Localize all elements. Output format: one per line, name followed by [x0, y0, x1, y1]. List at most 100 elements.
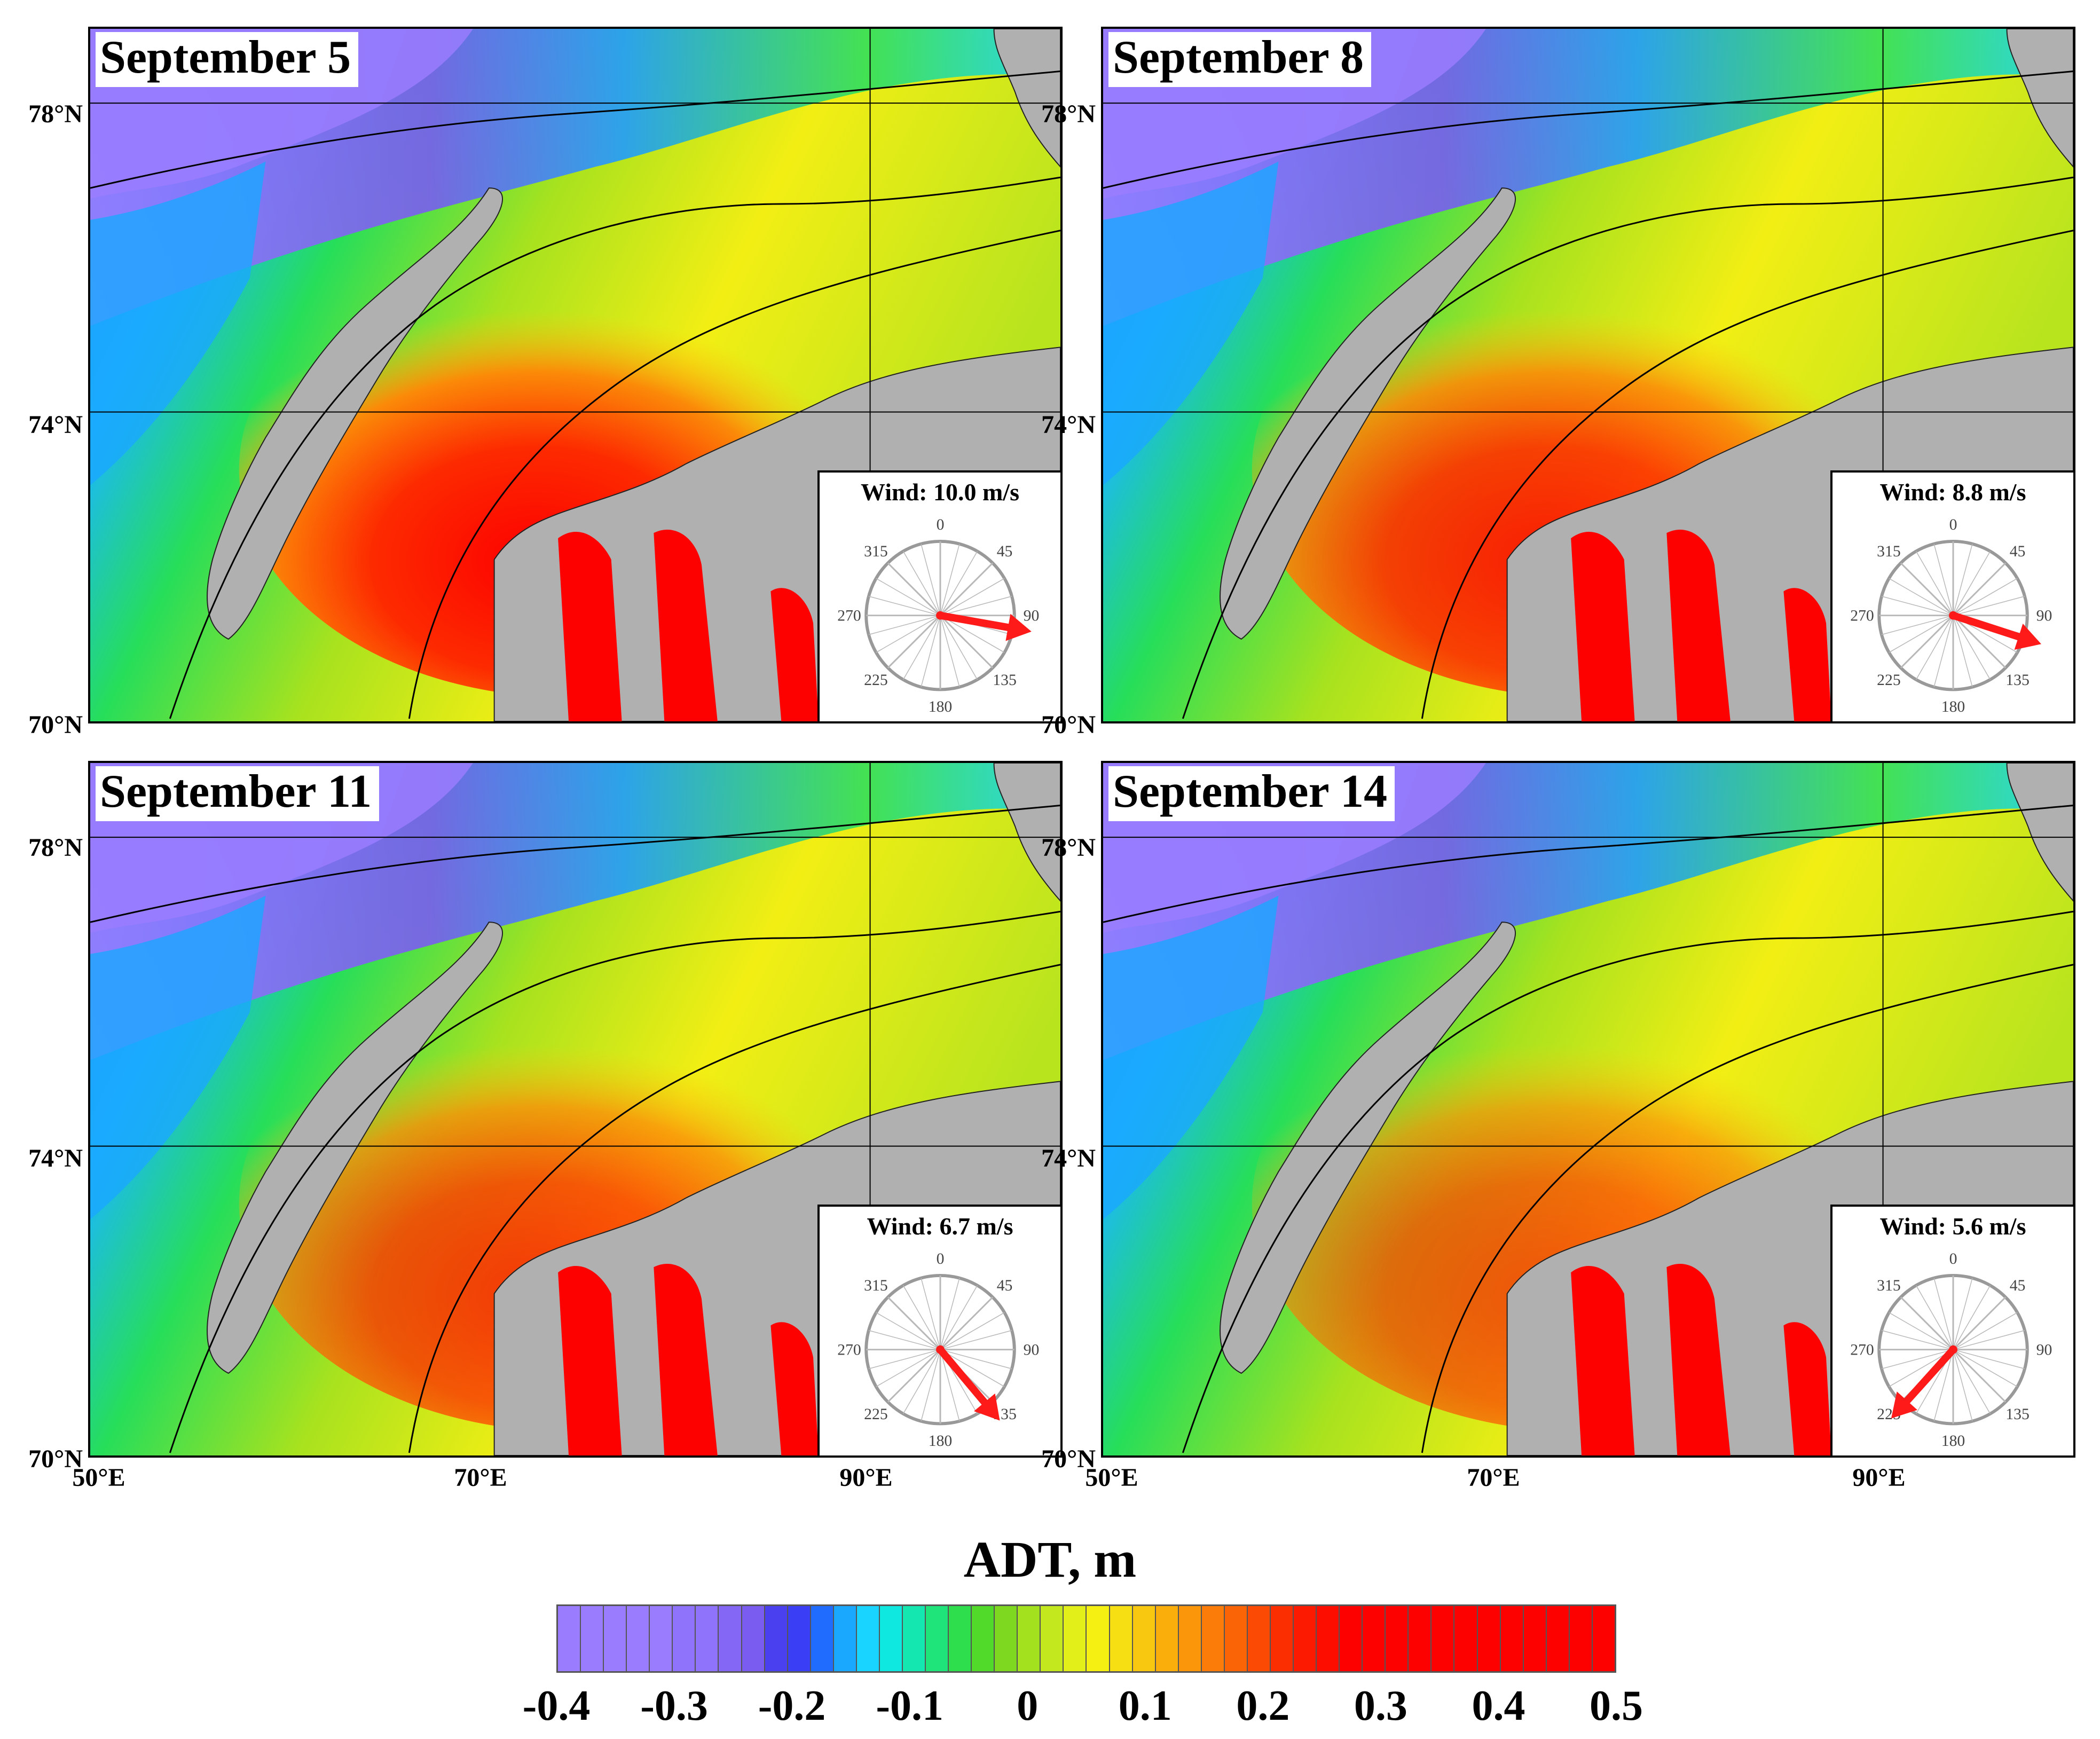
- lat-label-70-bottom-right: 70°N: [1041, 1445, 1096, 1473]
- colorbar-swatch: [995, 1606, 1018, 1671]
- lat-label-70-bottom-left: 70°N: [28, 1445, 83, 1473]
- lat-label-70-top-right: 70°N: [1041, 711, 1096, 739]
- compass-label-315: 315: [1877, 543, 1901, 560]
- colorbar-swatch: [902, 1606, 926, 1671]
- map-panel-sep8: September 8 Wind: 8.8 m/s 0 45 90 135 180 225 27…: [1101, 27, 2075, 723]
- colorbar-swatch: [1500, 1606, 1524, 1671]
- colorbar-title: ADT, m: [963, 1531, 1137, 1588]
- wind-arrow-head: [1891, 1391, 1917, 1419]
- compass-label-225: 225: [864, 672, 888, 689]
- colorbar-swatch: [1132, 1606, 1156, 1671]
- compass-label-45: 45: [2010, 1277, 2026, 1294]
- colorbar-tick-label: -0.1: [876, 1682, 943, 1729]
- colorbar-swatch: [650, 1606, 673, 1671]
- wind-rose: Wind: 10.0 m/s 0 45 90 135 180 225 270 315: [817, 470, 1060, 721]
- colorbar-tick-label: 0.1: [1118, 1682, 1172, 1729]
- compass-label-90: 90: [1024, 608, 1040, 625]
- colorbar-swatch: [558, 1606, 581, 1671]
- colorbar-tick-label: -0.3: [640, 1682, 708, 1729]
- colorbar-swatch: [765, 1606, 788, 1671]
- colorbar-tick-label: 0.2: [1236, 1682, 1290, 1729]
- lat-label-70-top-left: 70°N: [28, 711, 83, 739]
- wind-arrow-shaft: [1903, 1345, 1957, 1405]
- colorbar-swatch: [1064, 1606, 1087, 1671]
- panel-date-label: September 11: [96, 766, 380, 821]
- colorbar-swatch: [811, 1606, 834, 1671]
- wind-rose: Wind: 6.7 m/s 0 45 90 135 180 225 270 315: [817, 1205, 1060, 1455]
- colorbar-swatch: [972, 1606, 995, 1671]
- lat-label-78-bottom-left: 78°N: [28, 833, 83, 862]
- lat-label-74-bottom-left: 74°N: [28, 1144, 83, 1173]
- wind-speed-label: Wind: 8.8 m/s: [1879, 478, 2026, 506]
- wind-arrow-shaft: [937, 1345, 988, 1406]
- lon-label-90-left: 90°E: [839, 1463, 893, 1492]
- panel-date-label: September 14: [1108, 766, 1395, 821]
- colorbar-swatch: [833, 1606, 857, 1671]
- lon-label-50-right: 50°E: [1085, 1463, 1138, 1492]
- wind-arrow-shaft: [937, 611, 1012, 632]
- colorbar-swatch: [581, 1606, 604, 1671]
- colorbar-tick-label: -0.4: [522, 1682, 591, 1729]
- colorbar-swatch: [1270, 1606, 1294, 1671]
- wind-arrow-head: [1005, 613, 1032, 641]
- colorbar-swatch: [1454, 1606, 1478, 1671]
- compass-label-315: 315: [1877, 1277, 1901, 1294]
- colorbar-swatch: [1317, 1606, 1340, 1671]
- adt-field: [90, 29, 1060, 721]
- compass-label-180: 180: [1941, 698, 1965, 715]
- wind-rose: Wind: 8.8 m/s 0 45 90 135 180 225 270 315: [1830, 470, 2073, 721]
- compass-label-270: 270: [837, 1342, 861, 1359]
- colorbar-tick-label: 0.5: [1590, 1682, 1643, 1729]
- compass-label-45: 45: [2010, 543, 2026, 560]
- lon-label-70-right: 70°E: [1467, 1463, 1520, 1492]
- colorbar-swatch: [1110, 1606, 1133, 1671]
- colorbar-tick-label: 0.4: [1472, 1682, 1525, 1729]
- compass-label-45: 45: [997, 543, 1013, 560]
- compass-label-0: 0: [937, 516, 945, 533]
- map-panel-sep14: September 14 Wind: 5.6 m/s 0 45 90 135 180 225 2…: [1101, 761, 2075, 1458]
- colorbar-swatch: [1569, 1606, 1593, 1671]
- compass-label-225: 225: [864, 1406, 888, 1423]
- map-panel-sep5: September 5 Wind: 10.0 m/s 0 45 90 135 180 225 2…: [88, 27, 1063, 723]
- colorbar-swatch: [1087, 1606, 1110, 1671]
- compass-label-0: 0: [1949, 1250, 1957, 1268]
- lon-label-50-left: 50°E: [72, 1463, 125, 1492]
- colorbar-swatch: [1224, 1606, 1248, 1671]
- colorbar-swatch: [1546, 1606, 1570, 1671]
- compass-label-45: 45: [997, 1277, 1013, 1294]
- lat-label-74-top-right: 74°N: [1041, 411, 1096, 439]
- lat-label-78-bottom-right: 78°N: [1041, 833, 1096, 862]
- colorbar-swatch: [1523, 1606, 1547, 1671]
- adt-field: [1103, 29, 2073, 721]
- colorbar-tick-label: -0.2: [758, 1682, 826, 1729]
- compass-label-135: 135: [2005, 672, 2030, 689]
- adt-field: [1103, 763, 2073, 1455]
- colorbar-swatch: [949, 1606, 972, 1671]
- compass-label-270: 270: [1850, 608, 1874, 625]
- colorbar-swatch: [1041, 1606, 1064, 1671]
- colorbar-swatch: [1178, 1606, 1202, 1671]
- colorbar-swatch: [926, 1606, 949, 1671]
- colorbar-swatch: [1247, 1606, 1271, 1671]
- wind-arrow-head: [2014, 624, 2041, 650]
- wind-speed-label: Wind: 5.6 m/s: [1879, 1213, 2026, 1240]
- colorbar-swatch: [1018, 1606, 1041, 1671]
- colorbar-swatch: [1409, 1606, 1432, 1671]
- colorbar-swatch: [1477, 1606, 1501, 1671]
- colorbar-swatch: [1340, 1606, 1363, 1671]
- compass-label-180: 180: [929, 1433, 953, 1450]
- compass-label-0: 0: [937, 1250, 945, 1268]
- compass-label-90: 90: [1024, 1342, 1040, 1359]
- colorbar-swatch: [719, 1606, 742, 1671]
- panel-date-label: September 8: [1108, 32, 1372, 87]
- map-panel-sep11: September 11 Wind: 6.7 m/s 0 45 90 135 180 225 2…: [88, 761, 1063, 1458]
- compass-label-270: 270: [837, 608, 861, 625]
- compass-label-180: 180: [929, 698, 953, 715]
- colorbar-swatch: [788, 1606, 811, 1671]
- wind-arrow-shaft: [1949, 611, 2023, 641]
- colorbar-swatch: [1363, 1606, 1386, 1671]
- compass-label-90: 90: [2036, 1342, 2052, 1359]
- colorbar-swatch: [879, 1606, 903, 1671]
- lon-label-70-left: 70°E: [454, 1463, 507, 1492]
